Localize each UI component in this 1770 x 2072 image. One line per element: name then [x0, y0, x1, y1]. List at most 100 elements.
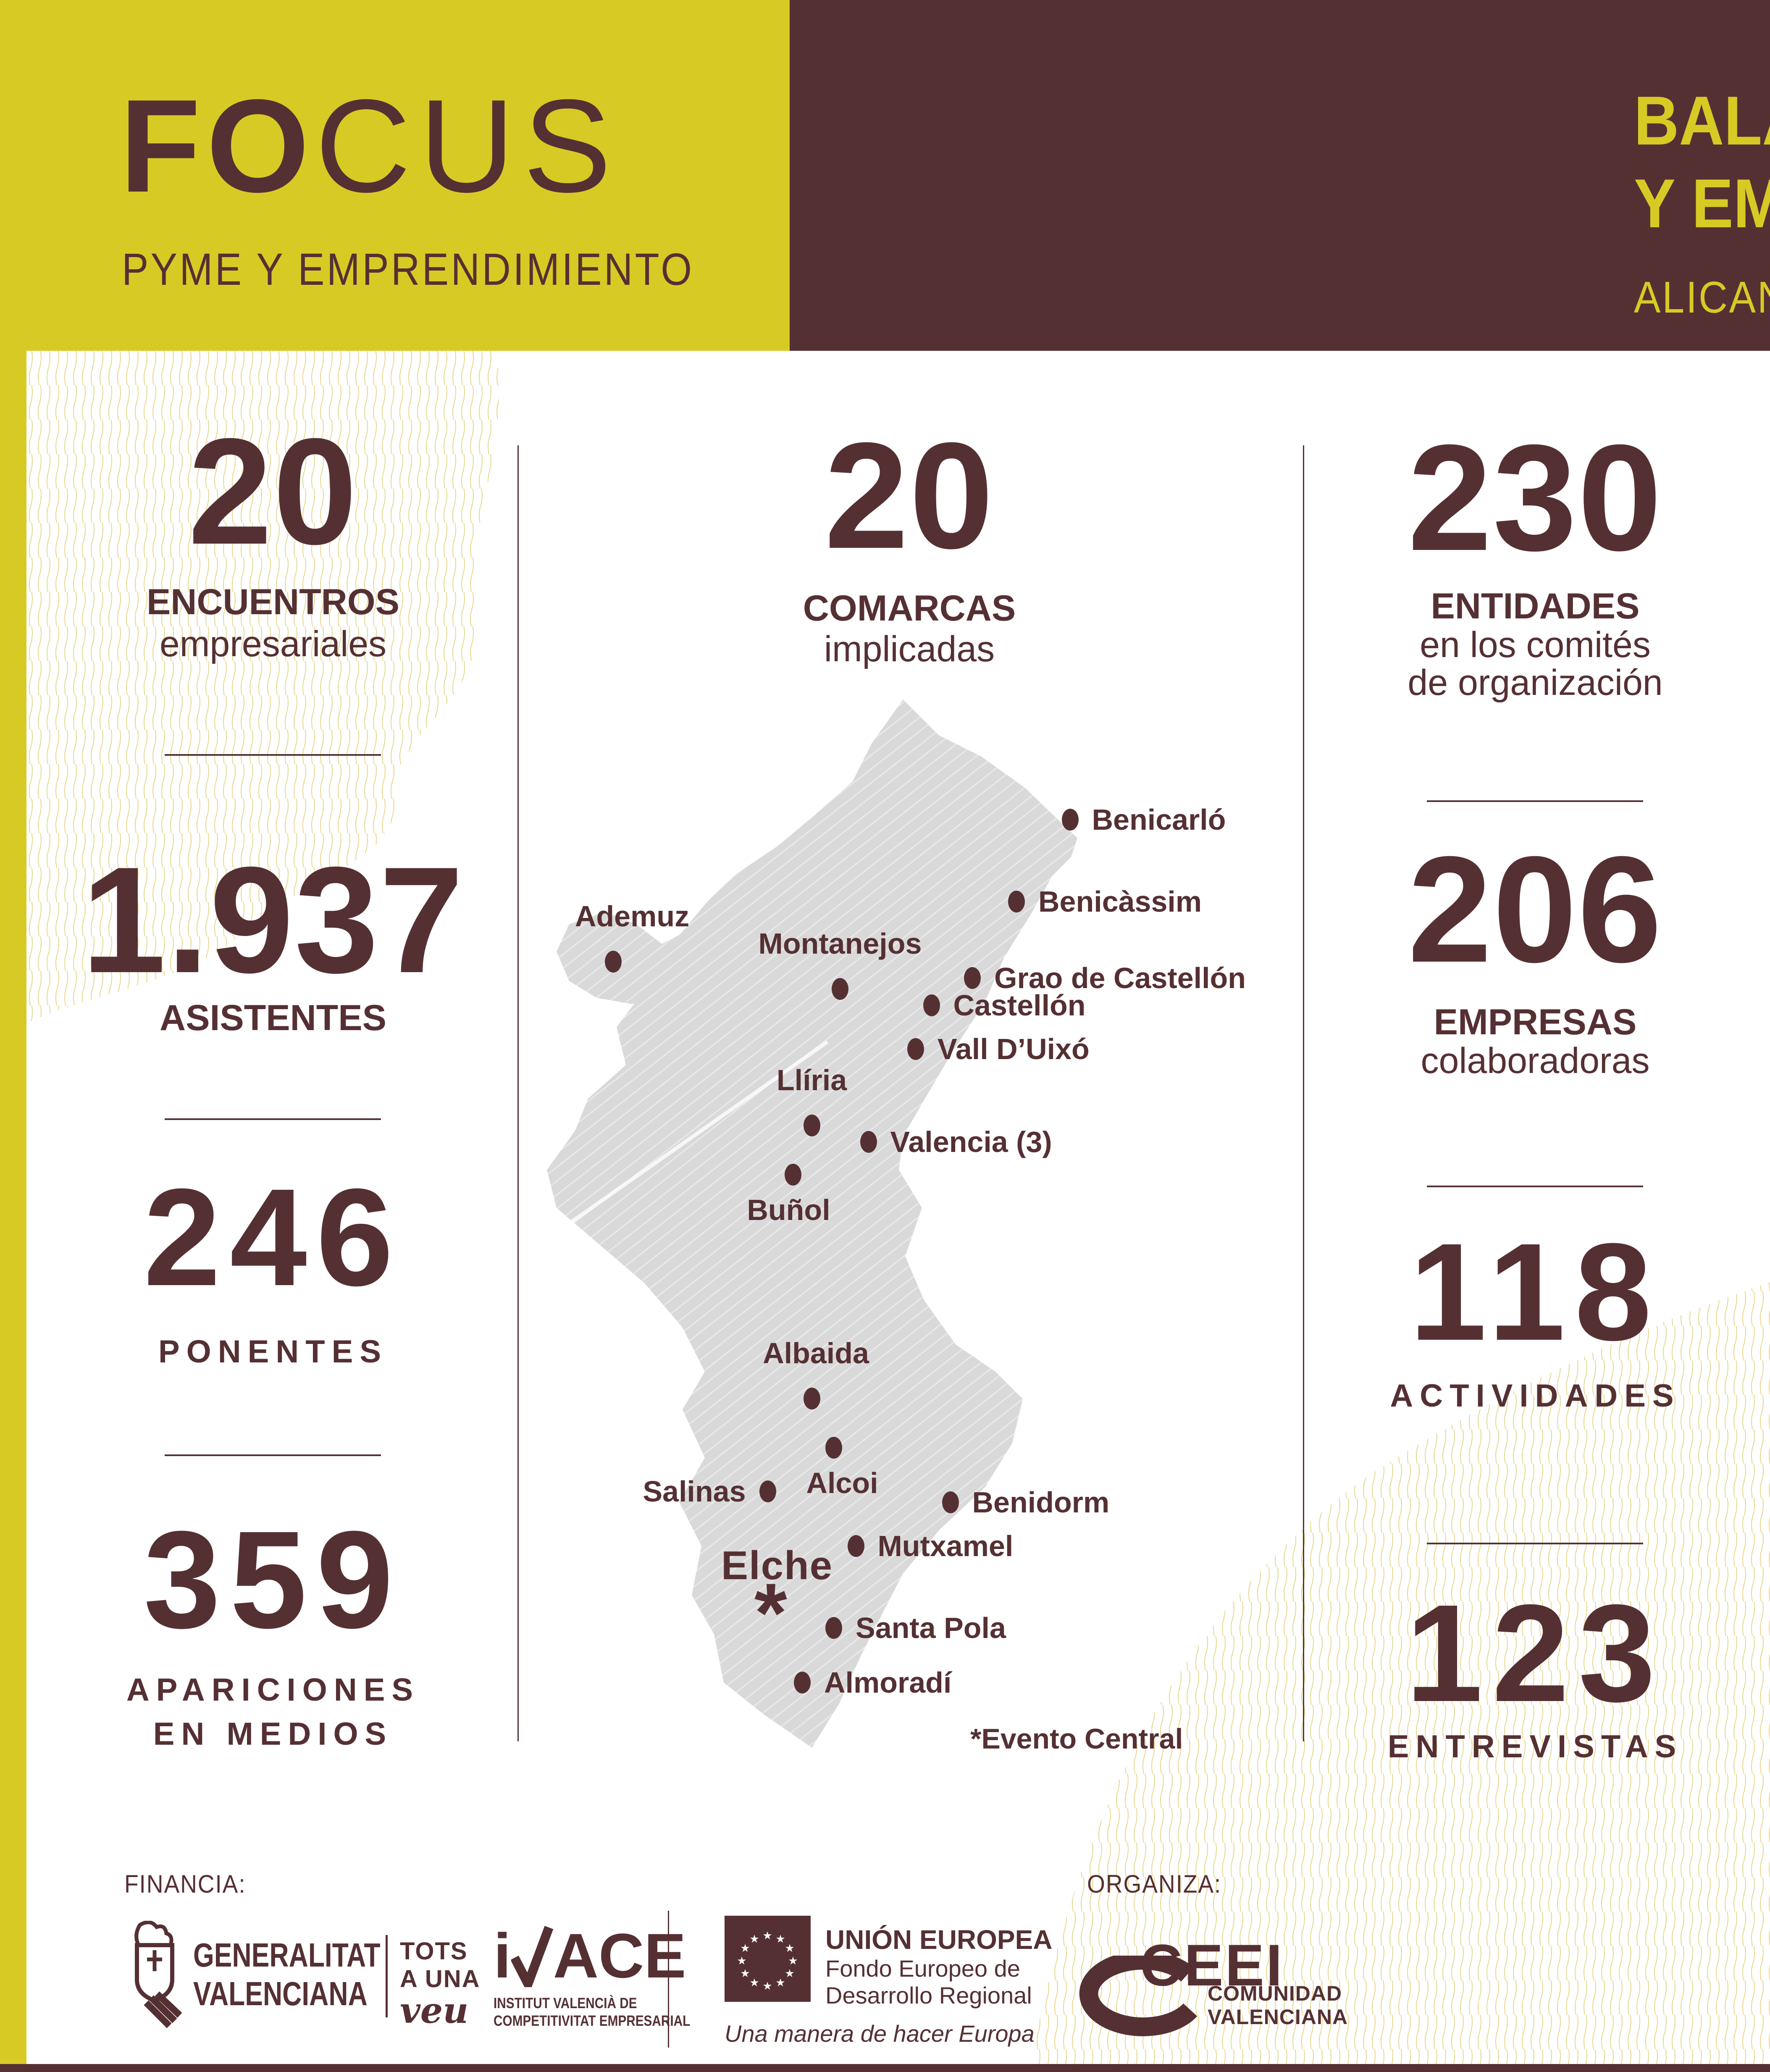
stat-apariciones-label-line2: EN MEDIOS: [153, 1716, 393, 1752]
column-divider-right: [1303, 445, 1304, 1741]
map-city-label: Alcoi: [806, 1467, 878, 1499]
poster-title-line2: Y EMPRENDIMIENTO 2019: [1634, 165, 1770, 242]
map-city-dot: [803, 1115, 820, 1136]
valencian-community-map: Benicarló Benicàssim Ademuz Montanejos Grao …: [525, 672, 1246, 1764]
map-city-label: Benicàssim: [1038, 885, 1202, 918]
ivace-logo-ace: ACE: [553, 1920, 686, 1991]
map-city-label: Salinas: [643, 1475, 746, 1508]
gva-name-line1: GENERALITAT: [193, 1936, 381, 1974]
map-city-dot: [860, 1131, 877, 1153]
gva-tagline-script: veu: [400, 1990, 469, 2031]
svg-text:★: ★: [762, 1980, 772, 1993]
map-city-label: Llíria: [776, 1064, 847, 1096]
map-city-dot: [1008, 891, 1025, 912]
stat-divider: [165, 754, 381, 756]
stat-actividades-label: ACTIVIDADES: [1390, 1378, 1681, 1414]
svg-text:★: ★: [775, 1933, 785, 1946]
stat-empresas-sublabel: colaboradoras: [1421, 1041, 1650, 1081]
gva-logo-text: GENERALITAT VALENCIANA: [193, 1936, 381, 2013]
header-left-block: FOCUS PYME Y EMPRENDIMIENTO: [0, 0, 790, 351]
ivace-logo-i: i: [494, 1920, 511, 1991]
svg-text:★: ★: [785, 1942, 794, 1955]
eu-flag-icon: ★ ★★ ★★★ ★★★ ★★★: [725, 1916, 811, 2002]
stat-entrevistas-number: 123: [1405, 1575, 1665, 1730]
stat-comarcas-sublabel: implicadas: [824, 629, 995, 669]
poster-title-line1: BALANCE FOCUS PYME: [1634, 82, 1770, 159]
map-city-label: Benidorm: [972, 1486, 1110, 1519]
map-city-dot: [1061, 809, 1079, 831]
map-city-label: Almoradí: [824, 1666, 952, 1699]
map-city-label: Grao de Castellón: [994, 962, 1246, 994]
stat-asistentes-number: 1.937: [81, 836, 465, 1004]
stat-divider: [165, 1454, 381, 1456]
svg-text:★: ★: [788, 1955, 798, 1967]
ivace-logo: i ACE: [494, 1924, 686, 1987]
focus-logo-subtitle: PYME Y EMPRENDIMIENTO: [122, 244, 694, 294]
stat-asistentes-label: ASISTENTES: [160, 998, 386, 1038]
ceei-subtext-line1: COMUNIDAD: [1208, 1982, 1342, 2005]
eu-text-block: UNIÓN EUROPEA Fondo Europeo de Desarroll…: [825, 1924, 1053, 2009]
svg-text:★: ★: [740, 1942, 750, 1955]
svg-text:★: ★: [740, 1967, 750, 1980]
map-city-label: Albaida: [763, 1337, 869, 1370]
stat-comarcas-number: 20: [824, 411, 995, 580]
eu-title: UNIÓN EUROPEA: [825, 1925, 1053, 1955]
map-city-label: Castellón: [953, 989, 1086, 1022]
map-city-dot: [759, 1480, 776, 1502]
map-city-label: Buñol: [747, 1194, 830, 1226]
eu-subtitle-line2: Desarrollo Regional: [825, 1982, 1032, 2009]
stat-ponentes-label: PONENTES: [158, 1334, 388, 1370]
stat-encuentros-label: ENCUENTROS: [146, 582, 400, 622]
eu-subtitle-line1: Fondo Europeo de: [825, 1955, 1020, 1982]
map-city-dot: [605, 951, 622, 973]
map-city-dot: [825, 1437, 842, 1459]
stat-divider: [1427, 1543, 1643, 1544]
map-city-dot: [942, 1491, 959, 1513]
gva-name-line2: VALENCIANA: [193, 1975, 368, 2012]
stat-encuentros-number: 20: [188, 407, 358, 576]
map-city-dot: [964, 967, 981, 989]
wavy-pattern-bottom-right: [1031, 1282, 1770, 2064]
map-city-dot: [784, 1164, 801, 1186]
stat-entidades-label: ENTIDADES: [1431, 586, 1640, 626]
focus-logo: FOCUS: [120, 80, 620, 212]
eu-tagline: Una manera de hacer Europa: [725, 2020, 1035, 2047]
ivace-subtext-line1: INSTITUT VALENCIÀ DE: [494, 1995, 637, 2012]
gva-tagline-line2: A UNA: [400, 1965, 481, 1993]
svg-text:★: ★: [785, 1967, 794, 1980]
organiza-label: ORGANIZA:: [1087, 1870, 1222, 1898]
map-city-label: Vall D’Uixó: [938, 1033, 1090, 1065]
svg-text:★: ★: [749, 1933, 759, 1946]
stat-entidades-number: 230: [1408, 413, 1663, 582]
ceei-logo-text: CEEI: [1140, 1932, 1284, 1998]
stat-apariciones-number: 359: [143, 1502, 403, 1657]
stat-comarcas-label: COMARCAS: [803, 588, 1016, 628]
gva-logo-divider: [386, 1935, 388, 2017]
gva-tagline-line1: TOTS: [400, 1938, 468, 1965]
map-city-dot: [923, 994, 940, 1016]
map-city-dot: [907, 1038, 924, 1060]
ceei-ring-icon: [1079, 1956, 1198, 2036]
stat-actividades-number: 118: [1409, 1214, 1661, 1369]
stat-ponentes-number: 246: [143, 1160, 403, 1315]
gva-coat-of-arms-icon: [134, 1921, 182, 2028]
map-city-dot: [803, 1388, 820, 1409]
ivace-subtext-line2: COMPETITIVITAT EMPRESARIAL: [494, 2013, 691, 2029]
map-city-label: Benicarló: [1092, 803, 1226, 836]
map-city-label: Santa Pola: [856, 1612, 1006, 1644]
header-right-block: BALANCE FOCUS PYME Y EMPRENDIMIENTO 2019…: [790, 0, 1770, 351]
focus-logo-bold-part: FO: [120, 72, 315, 220]
stat-entidades-sublabel-line2: de organización: [1408, 663, 1663, 703]
svg-text:★: ★: [737, 1955, 746, 1967]
svg-text:★: ★: [775, 1977, 785, 1989]
gva-tagline: TOTS A UNA veu: [400, 1938, 481, 2028]
map-city-label: Mutxamel: [877, 1530, 1014, 1562]
ivace-subtext: INSTITUT VALENCIÀ DE COMPETITIVITAT EMPR…: [494, 1995, 690, 2030]
map-city-label: Ademuz: [575, 900, 690, 933]
map-city-dot: [832, 978, 848, 1000]
map-city-label-elche: Elche: [721, 1543, 833, 1588]
ivace-check-icon: [511, 1926, 553, 1987]
bottom-frame-bar: [0, 2064, 1770, 2072]
map-city-dot: [847, 1535, 864, 1557]
column-divider-left: [517, 445, 519, 1741]
